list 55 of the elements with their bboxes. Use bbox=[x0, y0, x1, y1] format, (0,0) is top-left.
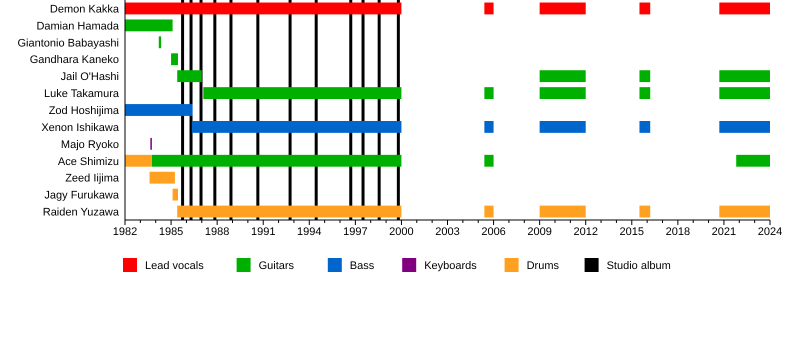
bar bbox=[484, 87, 494, 99]
bar bbox=[203, 87, 402, 99]
y-tick-label: Zod Hoshijima bbox=[48, 105, 120, 117]
x-tick-label: 2015 bbox=[620, 226, 644, 238]
legend-label: Drums bbox=[526, 260, 560, 272]
bar bbox=[125, 104, 193, 116]
bar bbox=[152, 154, 402, 167]
bar bbox=[719, 70, 770, 82]
bar bbox=[639, 70, 650, 82]
x-tick-label: 2021 bbox=[712, 226, 736, 238]
bar bbox=[177, 70, 202, 82]
x-tick-label: 2012 bbox=[573, 226, 598, 238]
x-tick-label: 1991 bbox=[250, 226, 276, 238]
y-tick-label: Jagy Furukawa bbox=[44, 190, 120, 202]
x-tick-label: 1982 bbox=[112, 226, 138, 238]
x-tick-label: 2009 bbox=[527, 226, 552, 238]
y-tick-label: Damian Hamada bbox=[36, 20, 120, 32]
y-tick-label: Raiden Yuzawa bbox=[42, 206, 120, 219]
y-tick-label: Giantonio Babayashi bbox=[17, 37, 119, 50]
legend-label: Lead vocals bbox=[145, 260, 204, 272]
bar bbox=[150, 172, 175, 184]
bar bbox=[736, 154, 770, 167]
y-tick-label: Xenon Ishikawa bbox=[41, 122, 120, 134]
y-tick-label: Jail O'Hashi bbox=[60, 71, 119, 84]
x-tick-label: 2018 bbox=[666, 226, 690, 238]
bar bbox=[125, 19, 173, 32]
bar bbox=[125, 2, 402, 14]
bar bbox=[177, 206, 402, 218]
y-tick-label: Gandhara Kaneko bbox=[30, 54, 119, 66]
legend-label: Keyboards bbox=[424, 260, 478, 272]
legend-label: Studio album bbox=[606, 260, 671, 272]
bar bbox=[639, 87, 650, 99]
x-tick-label: 2006 bbox=[481, 226, 506, 238]
y-tick-label: Luke Takamura bbox=[44, 88, 120, 100]
x-tick-label: 1985 bbox=[158, 226, 184, 238]
x-tick-label: 2000 bbox=[389, 226, 414, 238]
legend-label: Guitars bbox=[258, 260, 295, 272]
x-tick-label: 1994 bbox=[297, 226, 322, 238]
y-tick-label: Majo Ryoko bbox=[60, 138, 119, 151]
bar bbox=[192, 121, 402, 133]
y-tick-label: Ace Shimizu bbox=[58, 156, 119, 168]
bar bbox=[171, 53, 178, 66]
bar bbox=[125, 154, 152, 167]
bar bbox=[172, 188, 178, 201]
y-tick-label: Demon Kakka bbox=[50, 3, 120, 16]
bar bbox=[540, 70, 586, 82]
x-tick-label: 1997 bbox=[343, 226, 368, 238]
bar bbox=[719, 87, 770, 99]
bar bbox=[540, 87, 586, 99]
bar bbox=[484, 154, 494, 167]
y-tick-label: Zeed Iijima bbox=[65, 172, 120, 185]
x-tick-label: 1988 bbox=[204, 226, 230, 238]
legend-label: Bass bbox=[350, 260, 375, 272]
x-tick-label: 2003 bbox=[435, 226, 460, 238]
x-tick-label: 2024 bbox=[758, 226, 782, 238]
